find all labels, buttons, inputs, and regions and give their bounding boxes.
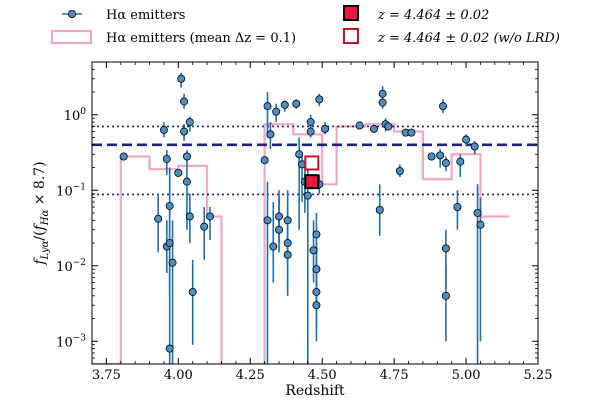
y-tick-label-3: 100 <box>64 107 87 124</box>
data-point-5 <box>165 201 174 210</box>
data-point-36 <box>303 191 312 200</box>
data-point-39 <box>309 246 318 255</box>
data-point-53 <box>384 122 393 131</box>
legend-entry-emitters: Hα emitters <box>62 8 185 23</box>
data-point-7 <box>165 344 174 353</box>
data-point-31 <box>283 250 292 259</box>
data-point-64 <box>456 157 465 166</box>
data-point-56 <box>407 128 416 137</box>
y-axis-label: fLyα/(fHα × 8.7) <box>32 161 51 265</box>
data-point-60 <box>441 244 450 253</box>
legend-target-nolrd-marker <box>343 28 359 44</box>
legend-entry-target: z = 4.464 ± 0.02 <box>343 5 489 23</box>
plot-area <box>92 72 538 364</box>
legend-target-marker <box>343 5 359 21</box>
data-point-6 <box>165 239 174 248</box>
data-point-61 <box>441 291 450 300</box>
data-point-14 <box>182 177 191 186</box>
data-point-22 <box>263 216 272 225</box>
data-point-12 <box>180 127 189 136</box>
x-tick-label-4: 4.75 <box>380 368 409 383</box>
legend-emitters-label: Hα emitters <box>106 8 185 23</box>
data-point-29 <box>283 216 292 225</box>
data-point-37 <box>306 118 315 127</box>
data-point-43 <box>312 301 321 310</box>
x-tick-label-6: 5.25 <box>524 368 553 383</box>
x-tick-label-0: 3.75 <box>92 368 121 383</box>
x-tick-label-5: 5.00 <box>452 368 481 383</box>
data-point-59 <box>439 102 448 111</box>
data-point-28 <box>280 100 289 109</box>
data-point-21 <box>263 102 272 111</box>
axis-ticks: 3.75 4.00 4.25 4.50 4.75 5.00 5.25 10−3 10−2 10−1… <box>56 61 553 383</box>
legend-target-nolrd-label: z = 4.464 ± 0.02 (w/o LRD) <box>377 31 560 46</box>
reference-lines <box>92 125 538 196</box>
data-point-44 <box>315 95 324 104</box>
legend-mean-swatch <box>50 29 93 45</box>
data-point-2 <box>159 125 168 134</box>
data-point-62 <box>441 158 450 167</box>
data-point-1 <box>154 214 163 223</box>
data-point-51 <box>378 98 387 107</box>
data-point-20 <box>260 156 269 165</box>
y-tick-label-1: 10−2 <box>56 258 86 275</box>
data-point-26 <box>275 225 284 234</box>
data-point-38 <box>306 127 315 136</box>
data-point-41 <box>312 265 321 274</box>
y-tick-label-2: 10−1 <box>56 182 86 199</box>
x-tick-label-1: 4.00 <box>164 368 193 383</box>
target-marker <box>304 174 320 190</box>
legend-mean-label: Hα emitters (mean Δz = 0.1) <box>106 31 296 46</box>
legend-entry-mean: Hα emitters (mean Δz = 0.1) <box>50 29 296 46</box>
data-point-65 <box>462 135 471 144</box>
data-point-54 <box>395 166 404 175</box>
data-point-18 <box>200 222 209 231</box>
data-point-63 <box>453 203 462 212</box>
x-tick-label-3: 4.50 <box>308 368 337 383</box>
legend-emitters-marker <box>68 9 77 18</box>
data-point-30 <box>283 239 292 248</box>
x-axis-label: Redshift <box>285 383 345 399</box>
data-point-25 <box>272 107 281 116</box>
data-point-9 <box>174 168 183 177</box>
legend: Hα emitters Hα emitters (mean Δz = 0.1) … <box>50 5 560 46</box>
data-point-27 <box>275 212 284 221</box>
legend-target-label: z = 4.464 ± 0.02 <box>377 8 489 23</box>
x-tick-label-2: 4.25 <box>236 368 265 383</box>
data-point-57 <box>427 152 436 161</box>
data-point-42 <box>312 287 321 296</box>
data-point-4 <box>162 154 171 163</box>
data-point-66 <box>470 142 479 151</box>
data-point-23 <box>266 130 275 139</box>
data-point-15 <box>185 118 194 127</box>
data-point-68 <box>476 220 485 229</box>
point-layer <box>119 74 485 353</box>
data-point-13 <box>182 152 191 161</box>
data-point-10 <box>177 74 186 83</box>
data-point-17 <box>188 287 197 296</box>
data-point-46 <box>321 124 330 133</box>
data-point-49 <box>375 205 384 214</box>
target-layer <box>304 155 320 190</box>
data-point-47 <box>355 121 364 130</box>
data-point-33 <box>295 150 304 159</box>
data-point-58 <box>436 151 445 160</box>
y-tick-label-0: 10−3 <box>56 333 86 350</box>
legend-entry-target-nolrd: z = 4.464 ± 0.02 (w/o LRD) <box>343 28 560 46</box>
data-point-40 <box>312 230 321 239</box>
target-nolrd-marker <box>304 155 320 171</box>
data-point-67 <box>473 208 482 217</box>
data-point-50 <box>378 89 387 98</box>
data-point-24 <box>269 242 278 251</box>
data-point-8 <box>168 258 177 267</box>
data-point-48 <box>369 124 378 133</box>
data-point-11 <box>180 97 189 106</box>
data-point-16 <box>185 212 194 221</box>
data-point-0 <box>119 152 128 161</box>
data-point-32 <box>292 99 301 108</box>
data-point-19 <box>205 212 214 221</box>
